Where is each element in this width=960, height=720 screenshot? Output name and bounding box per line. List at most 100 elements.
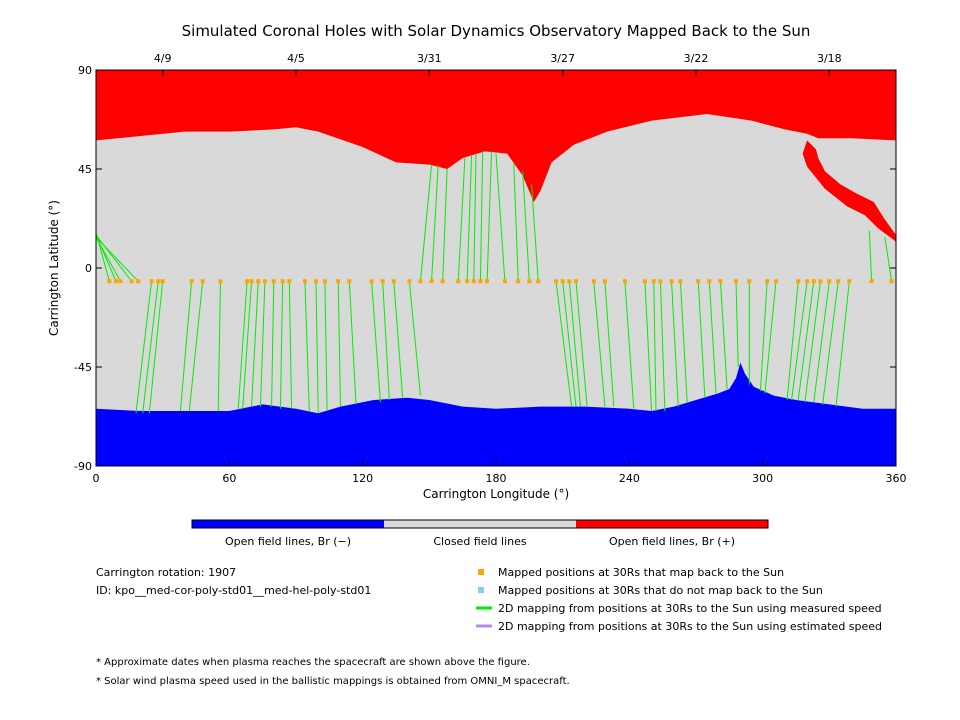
mapped-point — [707, 279, 712, 284]
mapped-point — [805, 279, 810, 284]
mapping-line — [708, 281, 717, 394]
mapped-point — [869, 279, 874, 284]
mapping-line — [822, 281, 839, 405]
mapped-point — [245, 279, 250, 284]
mapped-point — [642, 279, 647, 284]
y-tick-label: 0 — [85, 262, 92, 275]
mapping-line — [659, 281, 666, 412]
y-tick-label: -90 — [74, 460, 92, 473]
mapping-marks — [95, 151, 894, 414]
colorbar-closed — [384, 520, 576, 528]
mapped-point — [811, 279, 816, 284]
x-tick-label: 120 — [352, 472, 373, 485]
mapped-point — [465, 279, 470, 284]
north-open-positive-region — [96, 70, 896, 202]
mapped-point — [796, 279, 801, 284]
mapped-point — [889, 279, 894, 284]
carrington-rotation: Carrington rotation: 1907 — [96, 566, 236, 579]
mapping-line — [653, 281, 657, 412]
axes: 0 60 120 180 240 300 360 90 45 0 -45 -90 4/9 4/5 3/31 3… — [74, 52, 906, 485]
legend-mapped-label: Mapped positions at 30Rs that map back t… — [498, 566, 784, 579]
mapping-line — [271, 281, 275, 407]
mapping-line — [408, 281, 421, 396]
x-tick-label: 60 — [222, 472, 236, 485]
south-open-negative-region — [96, 362, 896, 466]
mapping-line — [486, 151, 493, 282]
mapped-point — [678, 279, 683, 284]
date-tick-label: 3/22 — [684, 52, 709, 65]
mapping-line — [644, 281, 653, 412]
mapping-line — [764, 281, 777, 394]
mapping-line — [786, 281, 799, 401]
y-tick-label: -45 — [74, 361, 92, 374]
mapped-point — [658, 279, 663, 284]
mapped-point — [536, 279, 541, 284]
mapping-line — [719, 281, 728, 390]
mapping-line — [95, 236, 139, 282]
mapped-point — [249, 279, 254, 284]
mapped-point — [336, 279, 341, 284]
mapped-point — [696, 279, 701, 284]
mapping-line — [568, 281, 581, 407]
mapped-point — [160, 279, 165, 284]
mapped-point — [574, 279, 578, 284]
mapped-point — [118, 279, 123, 284]
mapped-point — [322, 279, 327, 284]
mapping-line — [288, 281, 293, 409]
mapping-line — [393, 281, 404, 398]
mapping-line — [562, 281, 577, 407]
mapping-line — [259, 281, 266, 407]
mapping-line — [671, 281, 679, 407]
mapped-point — [734, 279, 738, 284]
legend-measured-label: 2D mapping from positions at 30Rs to the… — [498, 602, 882, 615]
mapping-line — [495, 153, 506, 282]
mapped-point — [189, 279, 194, 284]
mapped-point — [149, 279, 154, 284]
mapped-point — [836, 279, 841, 284]
mapping-line — [555, 281, 573, 407]
legend-mapped-marker — [478, 569, 484, 575]
mapped-point — [314, 279, 318, 284]
mapping-line — [315, 281, 319, 414]
mapped-point — [418, 279, 423, 284]
mapped-point — [622, 279, 627, 284]
date-tick-label: 3/27 — [550, 52, 575, 65]
mapped-point — [136, 279, 141, 284]
mapping-line — [95, 236, 121, 282]
mapped-point — [256, 279, 261, 284]
mapping-line — [624, 281, 635, 409]
model-id: ID: kpo__med-cor-poly-std01__med-hel-pol… — [96, 584, 371, 597]
mapped-point — [567, 279, 572, 284]
mapped-point — [669, 279, 674, 284]
mapped-point — [347, 279, 352, 284]
colorbar-label-closed: Closed field lines — [433, 535, 527, 548]
mapping-line — [697, 281, 706, 398]
mapped-point — [218, 279, 223, 284]
mapped-point — [718, 279, 723, 284]
mapped-point — [478, 279, 483, 284]
mapping-line — [188, 281, 204, 412]
mapped-point — [107, 279, 112, 284]
mapping-line — [179, 281, 193, 412]
mapped-point — [471, 279, 476, 284]
mapping-line — [797, 281, 815, 401]
mapped-point — [765, 279, 770, 284]
mapping-line — [242, 281, 253, 409]
mapping-line — [279, 281, 284, 409]
mapped-point — [516, 279, 521, 284]
mapped-point — [369, 279, 374, 284]
mapping-line — [371, 281, 381, 403]
mapping-line — [735, 281, 739, 368]
mapping-line — [237, 281, 248, 409]
date-tick-label: 3/31 — [417, 52, 442, 65]
mapping-line — [419, 164, 433, 282]
mapping-line — [791, 281, 808, 401]
mapped-point — [200, 279, 205, 284]
mapping-line — [251, 281, 259, 407]
mapped-point — [271, 279, 276, 284]
mapping-line — [575, 281, 588, 407]
mapped-point — [114, 279, 118, 284]
mapped-point — [302, 279, 307, 284]
mapping-line — [804, 281, 821, 403]
mapping-line — [324, 281, 328, 412]
